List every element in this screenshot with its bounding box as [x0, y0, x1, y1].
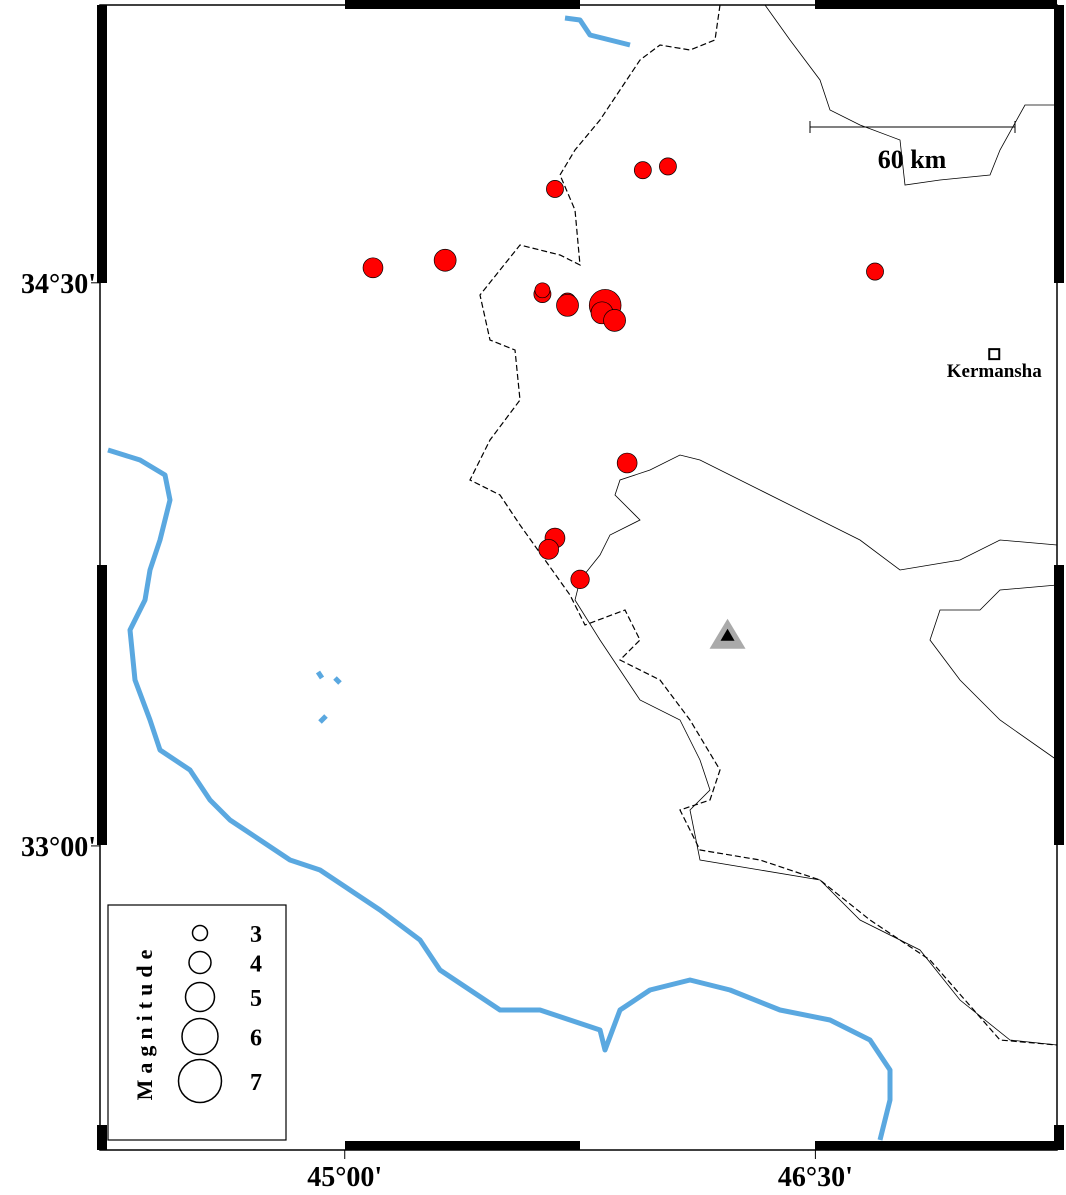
legend-label: 6	[250, 1026, 262, 1052]
legend-symbol	[188, 950, 212, 975]
event	[546, 180, 564, 198]
legend-symbol	[181, 1017, 219, 1056]
legend-label: 4	[250, 952, 262, 978]
event	[538, 539, 559, 560]
event	[866, 262, 884, 281]
event	[570, 569, 590, 589]
city-marker	[988, 348, 1001, 361]
legend-title: Magnitude	[132, 944, 157, 1101]
event	[433, 248, 457, 272]
event	[633, 161, 652, 180]
dashed-border	[469, 4, 1058, 1046]
event	[556, 293, 579, 317]
legend-label: 7	[250, 1070, 262, 1096]
city-label: Kermansha	[947, 361, 1043, 382]
event	[362, 257, 384, 279]
river	[107, 15, 893, 1141]
event	[603, 308, 626, 332]
legend-label: 5	[250, 986, 262, 1012]
frame-bands	[97, 0, 1064, 1150]
legend-symbol	[177, 1058, 223, 1104]
legend-symbol	[191, 924, 209, 942]
legend-symbol	[184, 981, 216, 1013]
legend-label: 3	[250, 922, 262, 948]
lon-tick-label: 45°00'	[307, 1162, 382, 1190]
event	[534, 282, 551, 299]
station-inner	[720, 628, 735, 641]
scale-label: 60 km	[878, 145, 947, 174]
event	[616, 452, 638, 474]
lat-tick-label: 33°00'	[21, 832, 96, 863]
lat-tick-label: 34°30'	[21, 269, 96, 300]
event	[659, 157, 677, 176]
lon-tick-label: 46°30'	[778, 1162, 853, 1190]
